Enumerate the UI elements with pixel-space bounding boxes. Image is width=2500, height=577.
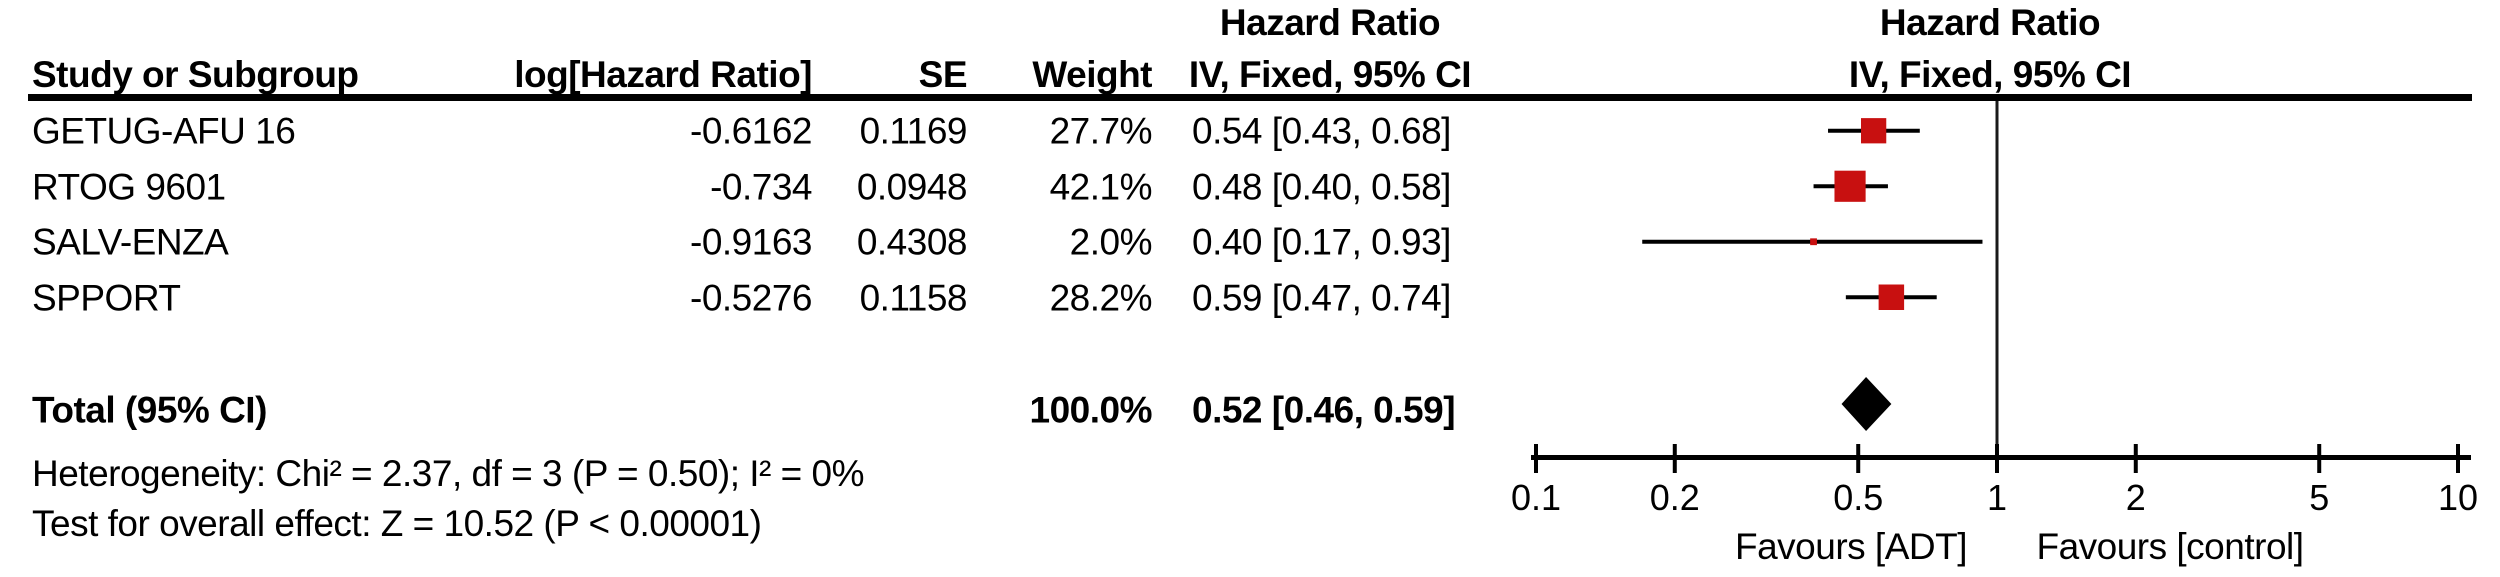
x-axis-tick-label-0.5: 0.5 — [1833, 477, 1883, 518]
x-axis-tick-label-5: 5 — [2309, 477, 2329, 518]
x-axis-line — [1531, 455, 2471, 460]
summary-diamond — [1841, 377, 1892, 431]
effect-square-RTOG 9601 — [1834, 170, 1866, 202]
hr-ci-cell: 0.40 [0.17, 0.93] — [1192, 221, 1451, 263]
plot-column-title: Hazard Ratio — [1879, 2, 2101, 43]
x-axis-tick-0.1 — [1534, 444, 1538, 473]
header-se: SE — [918, 54, 968, 95]
favours-right-label: Favours [control] — [2036, 526, 2304, 567]
effect-square-SALV-ENZA — [1810, 238, 1817, 246]
heterogeneity-text: Heterogeneity: Chi² = 2.37, df = 3 (P = … — [32, 453, 865, 494]
study-name-cell: SALV-ENZA — [32, 221, 229, 263]
x-axis-tick-5 — [2317, 444, 2322, 473]
hr-ci-cell: 0.54 [0.43, 0.68] — [1192, 110, 1451, 152]
header-log-hazard-ratio: log[Hazard Ratio] — [514, 54, 812, 95]
overall-effect-text: Test for overall effect: Z = 10.52 (P < … — [32, 503, 762, 544]
effect-square-GETUG-AFU 16 — [1861, 118, 1887, 144]
study-name-cell: SPPORT — [32, 277, 181, 318]
se-cell: 0.4308 — [856, 221, 968, 263]
weight-cell: 42.1% — [1049, 166, 1153, 207]
total-row: Total (95% CI) 100.0% 0.52 [0.46, 0.59] — [0, 385, 2500, 435]
hr-ci-cell: 0.59 [0.47, 0.74] — [1192, 277, 1451, 318]
x-axis-tick-label-10: 10 — [2438, 477, 2478, 518]
header-effect-ci: IV, Fixed, 95% CI — [1188, 54, 1472, 95]
se-cell: 0.1169 — [859, 110, 968, 152]
log-hr-cell: -0.9163 — [690, 221, 813, 263]
total-label: Total (95% CI) — [32, 389, 267, 431]
log-hr-cell: -0.734 — [710, 166, 812, 207]
effect-square-SPPORT — [1878, 284, 1905, 310]
total-weight: 100.0% — [1029, 389, 1153, 431]
table-row: GETUG-AFU 16 -0.6162 0.1169 27.7% 0.54 [… — [0, 103, 2500, 159]
se-cell: 0.0948 — [856, 166, 968, 207]
weight-cell: 2.0% — [1069, 221, 1153, 263]
header-divider — [28, 94, 2472, 101]
effect-column-title: Hazard Ratio — [1219, 2, 1441, 43]
study-name-cell: RTOG 9601 — [32, 166, 226, 207]
x-axis-tick-label-1: 1 — [1987, 477, 2007, 518]
null-line — [1995, 101, 1999, 460]
table-row: RTOG 9601 -0.734 0.0948 42.1% 0.48 [0.40… — [0, 159, 2500, 215]
x-axis-tick-label-2: 2 — [2126, 477, 2146, 518]
header-study: Study or Subgroup — [32, 54, 359, 95]
x-axis-tick-0.5 — [1856, 444, 1861, 473]
hr-ci-cell: 0.48 [0.40, 0.58] — [1192, 166, 1451, 207]
study-name-cell: GETUG-AFU 16 — [32, 110, 296, 152]
log-hr-cell: -0.6162 — [690, 110, 813, 152]
table-row: SPPORT -0.5276 0.1158 28.2% 0.59 [0.47, … — [0, 270, 2500, 326]
x-axis-tick-label-0.2: 0.2 — [1650, 477, 1700, 518]
header-plot-ci: IV, Fixed, 95% CI — [1848, 54, 2132, 95]
x-axis-tick-1 — [1995, 444, 1999, 473]
x-axis-tick-2 — [2133, 444, 2138, 473]
favours-left-label: Favours [ADT] — [1735, 526, 1968, 567]
header-weight: Weight — [1032, 54, 1152, 95]
x-axis-tick-10 — [2456, 444, 2460, 473]
log-hr-cell: -0.5276 — [690, 277, 813, 318]
weight-cell: 28.2% — [1049, 277, 1153, 318]
table-row: SALV-ENZA -0.9163 0.4308 2.0% 0.40 [0.17… — [0, 214, 2500, 270]
x-axis-tick-label-0.1: 0.1 — [1511, 477, 1561, 518]
x-axis-tick-0.2 — [1672, 444, 1677, 473]
total-ci-text: 0.52 [0.46, 0.59] — [1192, 389, 1456, 431]
weight-cell: 27.7% — [1049, 110, 1153, 152]
se-cell: 0.1158 — [859, 277, 968, 318]
